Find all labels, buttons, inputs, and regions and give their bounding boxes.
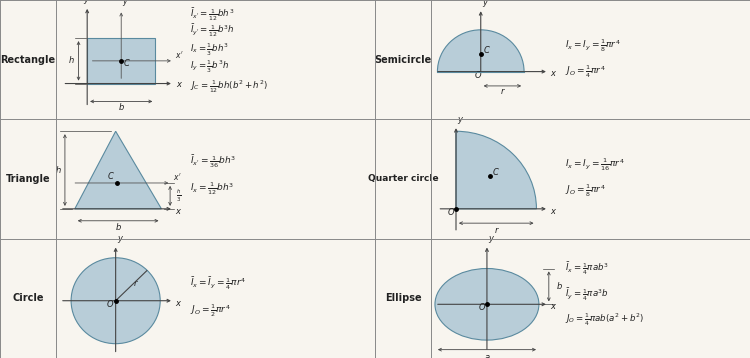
Text: b: b [116, 223, 121, 232]
Text: $\bar{I}_x = \bar{I}_y = \frac{1}{4}\pi r^4$: $\bar{I}_x = \bar{I}_y = \frac{1}{4}\pi … [190, 276, 246, 292]
Polygon shape [75, 131, 161, 209]
Text: $J_O = \frac{1}{4}\pi r^4$: $J_O = \frac{1}{4}\pi r^4$ [565, 63, 605, 80]
Text: $\bar{I}_{y'} = \frac{1}{12}b^3h$: $\bar{I}_{y'} = \frac{1}{12}b^3h$ [190, 23, 234, 39]
Text: Triangle: Triangle [6, 174, 50, 184]
Text: O: O [447, 208, 454, 217]
Text: C: C [107, 173, 113, 182]
Text: $I_x = \frac{1}{3}bh^3$: $I_x = \frac{1}{3}bh^3$ [190, 42, 229, 58]
Text: C: C [483, 46, 489, 55]
Text: $\bar{I}_x = \frac{1}{4}\pi ab^3$: $\bar{I}_x = \frac{1}{4}\pi ab^3$ [565, 260, 609, 277]
Text: x: x [176, 80, 182, 89]
Text: $I_y = \frac{1}{3}b^3h$: $I_y = \frac{1}{3}b^3h$ [190, 59, 229, 75]
Circle shape [71, 258, 160, 344]
Text: r: r [501, 87, 504, 96]
Text: r: r [494, 226, 498, 235]
Text: $\bar{I}_y = \frac{1}{4}\pi a^3b$: $\bar{I}_y = \frac{1}{4}\pi a^3b$ [565, 286, 609, 303]
Text: C: C [493, 168, 499, 177]
Text: h: h [68, 56, 74, 66]
Text: $J_O = \frac{1}{8}\pi r^4$: $J_O = \frac{1}{8}\pi r^4$ [565, 183, 605, 199]
Text: $\frac{h}{3}$: $\frac{h}{3}$ [176, 188, 182, 204]
Text: O: O [478, 303, 485, 312]
Text: Circle: Circle [12, 293, 44, 303]
Text: O: O [475, 71, 482, 79]
Text: y: y [117, 234, 122, 243]
Bar [87, 38, 155, 83]
Text: x: x [175, 207, 180, 216]
Text: $x'$: $x'$ [172, 171, 181, 182]
Text: Semicircle: Semicircle [374, 55, 432, 65]
Text: r: r [134, 279, 137, 288]
Text: a: a [484, 353, 490, 358]
Text: Ellipse: Ellipse [385, 293, 422, 303]
Text: x: x [550, 207, 555, 216]
Text: $I_x = I_y = \frac{1}{8}\pi r^4$: $I_x = I_y = \frac{1}{8}\pi r^4$ [565, 37, 620, 54]
Text: y: y [482, 0, 487, 7]
Wedge shape [437, 30, 524, 72]
Text: x: x [550, 302, 555, 311]
Text: C: C [124, 59, 130, 68]
Text: Rectangle: Rectangle [1, 55, 56, 65]
Wedge shape [456, 131, 536, 209]
Text: $x'$: $x'$ [175, 49, 184, 60]
Text: $I_x = \frac{1}{12}bh^3$: $I_x = \frac{1}{12}bh^3$ [190, 180, 234, 197]
Text: y: y [488, 234, 494, 243]
Text: b: b [118, 103, 124, 112]
Text: h: h [56, 165, 62, 175]
Text: O: O [107, 300, 113, 309]
Text: $I_x = I_y = \frac{1}{16}\pi r^4$: $I_x = I_y = \frac{1}{16}\pi r^4$ [565, 156, 625, 173]
Text: $J_O = \frac{1}{2}\pi r^4$: $J_O = \frac{1}{2}\pi r^4$ [190, 302, 230, 319]
Text: $\bar{I}_{x'} = \frac{1}{36}bh^3$: $\bar{I}_{x'} = \frac{1}{36}bh^3$ [190, 153, 236, 170]
Text: Quarter circle: Quarter circle [368, 174, 439, 184]
Text: $\bar{I}_{x'} = \frac{1}{12}bh^3$: $\bar{I}_{x'} = \frac{1}{12}bh^3$ [190, 6, 234, 23]
Text: x: x [175, 299, 180, 308]
Text: $J_O = \frac{1}{4}\pi ab(a^2 + b^2)$: $J_O = \frac{1}{4}\pi ab(a^2 + b^2)$ [565, 311, 644, 328]
Text: y: y [458, 115, 462, 124]
Text: y: y [83, 0, 88, 4]
Text: x: x [550, 69, 555, 78]
Text: b: b [556, 282, 562, 291]
Ellipse shape [435, 268, 539, 340]
Text: $y'$: $y'$ [122, 0, 131, 8]
Text: $J_C = \frac{1}{12}bh(b^2 + h^2)$: $J_C = \frac{1}{12}bh(b^2 + h^2)$ [190, 79, 268, 95]
